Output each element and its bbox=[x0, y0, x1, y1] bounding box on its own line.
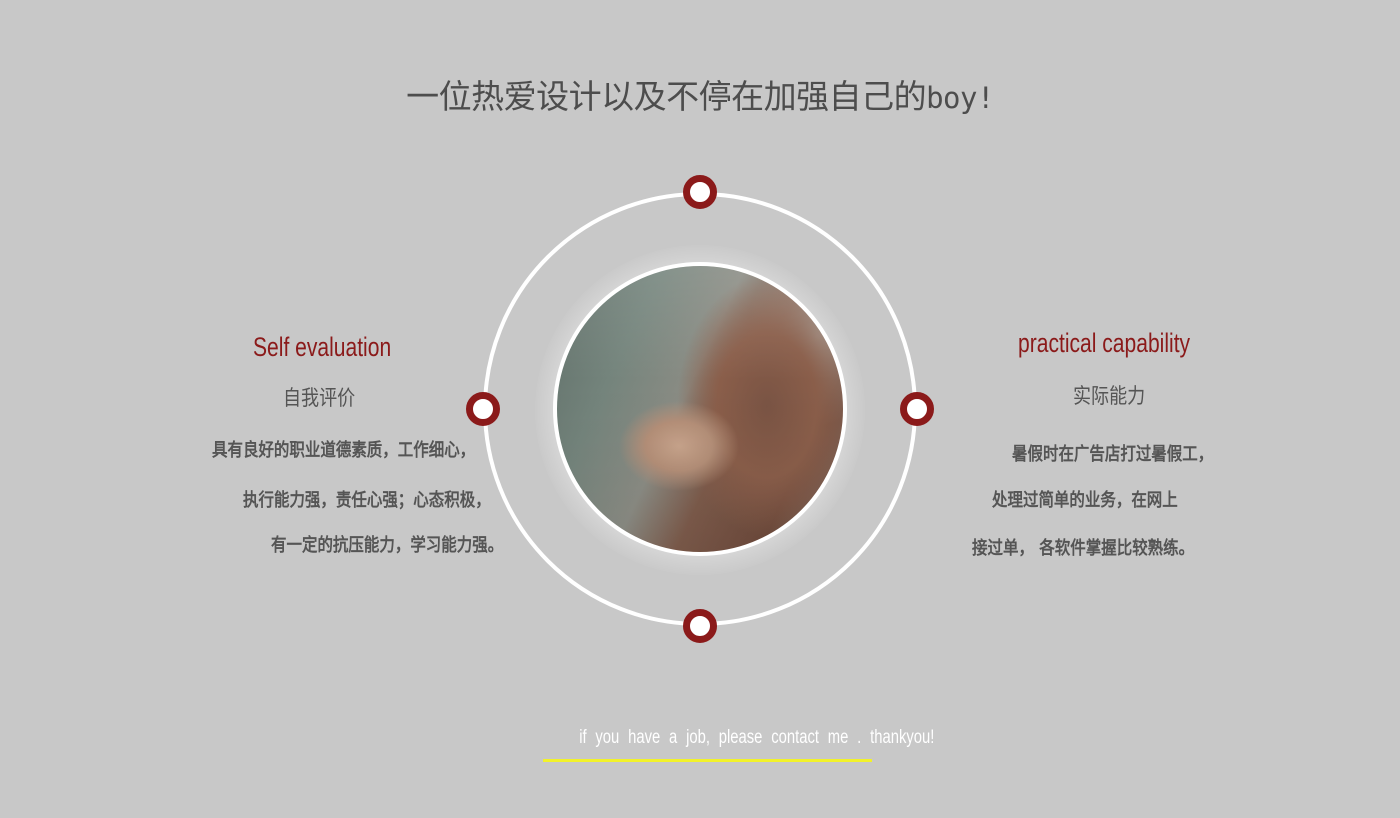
self-evaluation-title: Self evaluation bbox=[253, 332, 392, 362]
practical-capability-line: 接过单， 各软件掌握比较熟练。 bbox=[972, 538, 1195, 559]
page-headline: 一位热爱设计以及不停在加强自己的boy! bbox=[0, 70, 1400, 118]
photo-shade bbox=[557, 266, 843, 552]
headline-latin: boy! bbox=[926, 81, 994, 115]
self-evaluation-line: 有一定的抗压能力，学习能力强。 bbox=[271, 535, 504, 556]
self-evaluation-line: 具有良好的职业道德素质，工作细心， bbox=[212, 440, 476, 461]
practical-capability-line: 处理过简单的业务，在网上 bbox=[992, 490, 1178, 511]
self-evaluation-subtitle: 自我评价 bbox=[283, 386, 356, 410]
orbit-marker-right-icon[interactable] bbox=[900, 392, 934, 426]
orbit-marker-left-icon[interactable] bbox=[466, 392, 500, 426]
contact-underline bbox=[543, 759, 872, 762]
profile-photo bbox=[553, 262, 847, 556]
orbit-marker-bottom-icon[interactable] bbox=[683, 609, 717, 643]
contact-message: if you have a job, please contact me . t… bbox=[579, 727, 935, 748]
practical-capability-subtitle: 实际能力 bbox=[1073, 384, 1146, 408]
self-evaluation-line: 执行能力强，责任心强；心态积极， bbox=[243, 490, 491, 511]
practical-capability-line: 暑假时在广告店打过暑假工， bbox=[1012, 444, 1214, 465]
orbit-marker-top-icon[interactable] bbox=[683, 175, 717, 209]
practical-capability-title: practical capability bbox=[1018, 328, 1191, 358]
headline-cjk: 一位热爱设计以及不停在加强自己的 bbox=[406, 77, 927, 116]
